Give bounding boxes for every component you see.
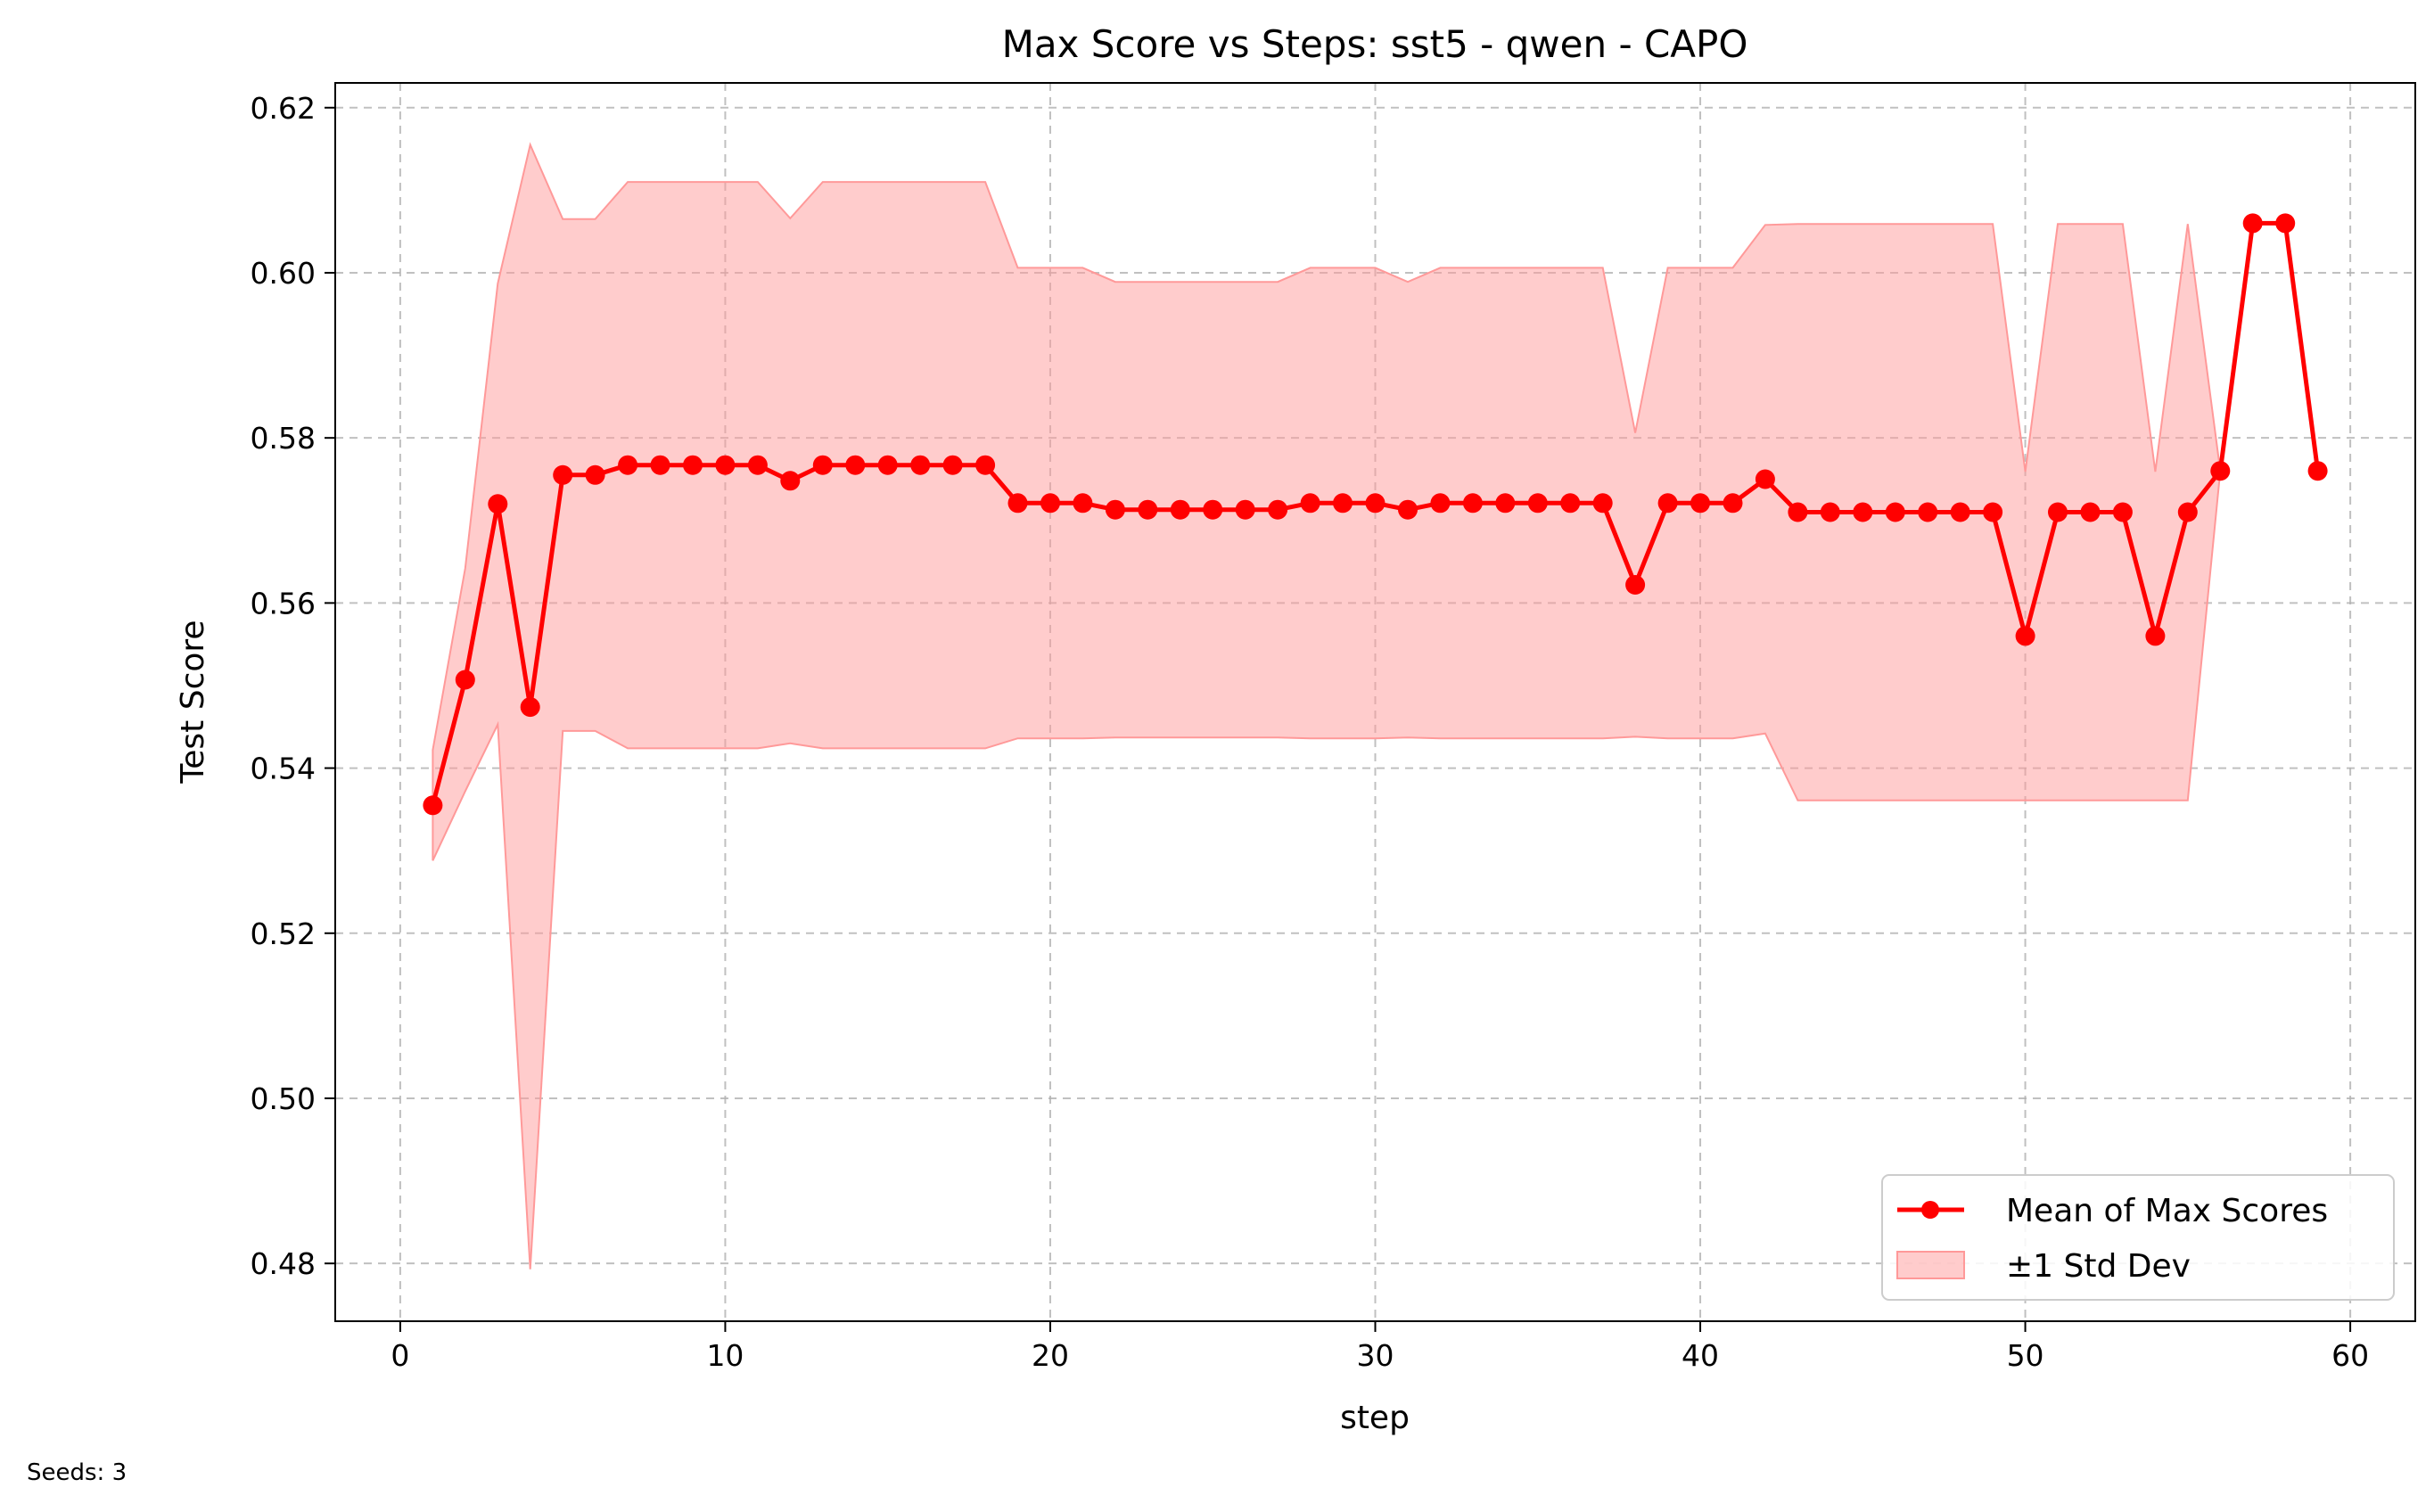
data-point bbox=[2145, 626, 2166, 646]
x-tick-label: 10 bbox=[706, 1338, 744, 1373]
y-tick-label: 0.60 bbox=[251, 256, 316, 291]
data-point bbox=[1983, 502, 2003, 522]
data-point bbox=[1690, 493, 1710, 514]
data-point bbox=[747, 455, 768, 475]
x-axis-label: step bbox=[1340, 1400, 1410, 1436]
data-point bbox=[715, 455, 736, 475]
y-tick-label: 0.58 bbox=[251, 421, 316, 456]
data-point bbox=[1268, 499, 1288, 520]
y-tick-label: 0.62 bbox=[251, 91, 316, 126]
data-point bbox=[423, 795, 443, 816]
legend: Mean of Max Scores ±1 Std Dev bbox=[1881, 1174, 2395, 1301]
data-point bbox=[2275, 213, 2296, 234]
data-point bbox=[2080, 502, 2101, 522]
data-point bbox=[1333, 493, 1353, 514]
y-tick-label: 0.50 bbox=[251, 1081, 316, 1116]
x-tick-label: 50 bbox=[2007, 1338, 2044, 1373]
legend-label-std: ±1 Std Dev bbox=[2006, 1248, 2191, 1285]
data-point bbox=[1755, 469, 1775, 489]
x-tick-label: 40 bbox=[1682, 1338, 1719, 1373]
data-point bbox=[488, 494, 508, 514]
data-point bbox=[455, 670, 475, 690]
y-tick-label: 0.48 bbox=[251, 1246, 316, 1281]
data-point bbox=[1560, 493, 1581, 514]
data-point bbox=[1170, 499, 1190, 520]
data-point bbox=[1398, 499, 1418, 520]
data-point bbox=[1592, 493, 1613, 514]
y-axis-ticks: 0.48 0.50 0.52 0.54 0.56 0.58 0.60 0.62 bbox=[251, 91, 335, 1281]
data-point bbox=[2210, 461, 2231, 481]
data-points-layer bbox=[423, 213, 2328, 816]
data-point bbox=[1138, 499, 1158, 520]
data-point bbox=[585, 464, 605, 485]
data-point bbox=[1300, 493, 1320, 514]
data-point bbox=[1657, 493, 1678, 514]
data-point bbox=[1788, 502, 1808, 522]
data-point bbox=[683, 455, 703, 475]
legend-marker-swatch bbox=[1921, 1201, 1939, 1219]
data-point bbox=[877, 455, 898, 475]
data-point bbox=[1918, 502, 1938, 522]
legend-label-mean: Mean of Max Scores bbox=[2006, 1193, 2328, 1229]
data-point bbox=[1495, 493, 1516, 514]
legend-frame bbox=[1881, 1174, 2395, 1301]
data-point bbox=[553, 464, 573, 485]
data-point bbox=[2015, 626, 2035, 646]
data-point bbox=[2242, 213, 2263, 234]
data-point bbox=[812, 455, 833, 475]
data-point bbox=[1365, 493, 1386, 514]
data-point bbox=[2112, 502, 2133, 522]
x-tick-label: 30 bbox=[1357, 1338, 1394, 1373]
data-point bbox=[2177, 502, 2198, 522]
data-point bbox=[1950, 502, 1970, 522]
data-point bbox=[1007, 493, 1028, 514]
data-point bbox=[910, 455, 931, 475]
y-axis-label: Test Score bbox=[175, 620, 211, 784]
data-point bbox=[1105, 499, 1125, 520]
data-point bbox=[1203, 499, 1223, 520]
data-point bbox=[1625, 575, 1646, 595]
data-point bbox=[975, 455, 996, 475]
data-point bbox=[1723, 493, 1743, 514]
data-point bbox=[2307, 461, 2328, 481]
data-point bbox=[1462, 493, 1483, 514]
data-point bbox=[1040, 493, 1060, 514]
data-point bbox=[780, 471, 801, 491]
data-point bbox=[1073, 493, 1093, 514]
data-point bbox=[2048, 502, 2068, 522]
x-tick-label: 60 bbox=[2331, 1338, 2369, 1373]
data-point bbox=[942, 455, 963, 475]
y-tick-label: 0.54 bbox=[251, 752, 316, 786]
chart-title: Max Score vs Steps: sst5 - qwen - CAPO bbox=[1002, 22, 1748, 66]
data-point bbox=[1430, 493, 1451, 514]
data-point bbox=[1853, 502, 1873, 522]
data-point bbox=[618, 455, 638, 475]
data-point bbox=[650, 455, 670, 475]
x-tick-label: 0 bbox=[391, 1338, 409, 1373]
data-point bbox=[1885, 502, 1905, 522]
x-axis-ticks: 0 10 20 30 40 50 60 bbox=[391, 1321, 2369, 1373]
x-tick-label: 20 bbox=[1032, 1338, 1069, 1373]
seeds-footnote: Seeds: 3 bbox=[27, 1459, 127, 1486]
data-point bbox=[520, 697, 540, 718]
legend-band-swatch bbox=[1896, 1251, 1965, 1279]
data-point bbox=[1527, 493, 1548, 514]
y-tick-label: 0.52 bbox=[251, 916, 316, 951]
data-point bbox=[1820, 502, 1840, 522]
data-point bbox=[845, 455, 866, 475]
y-tick-label: 0.56 bbox=[251, 586, 316, 620]
data-point bbox=[1235, 499, 1255, 520]
